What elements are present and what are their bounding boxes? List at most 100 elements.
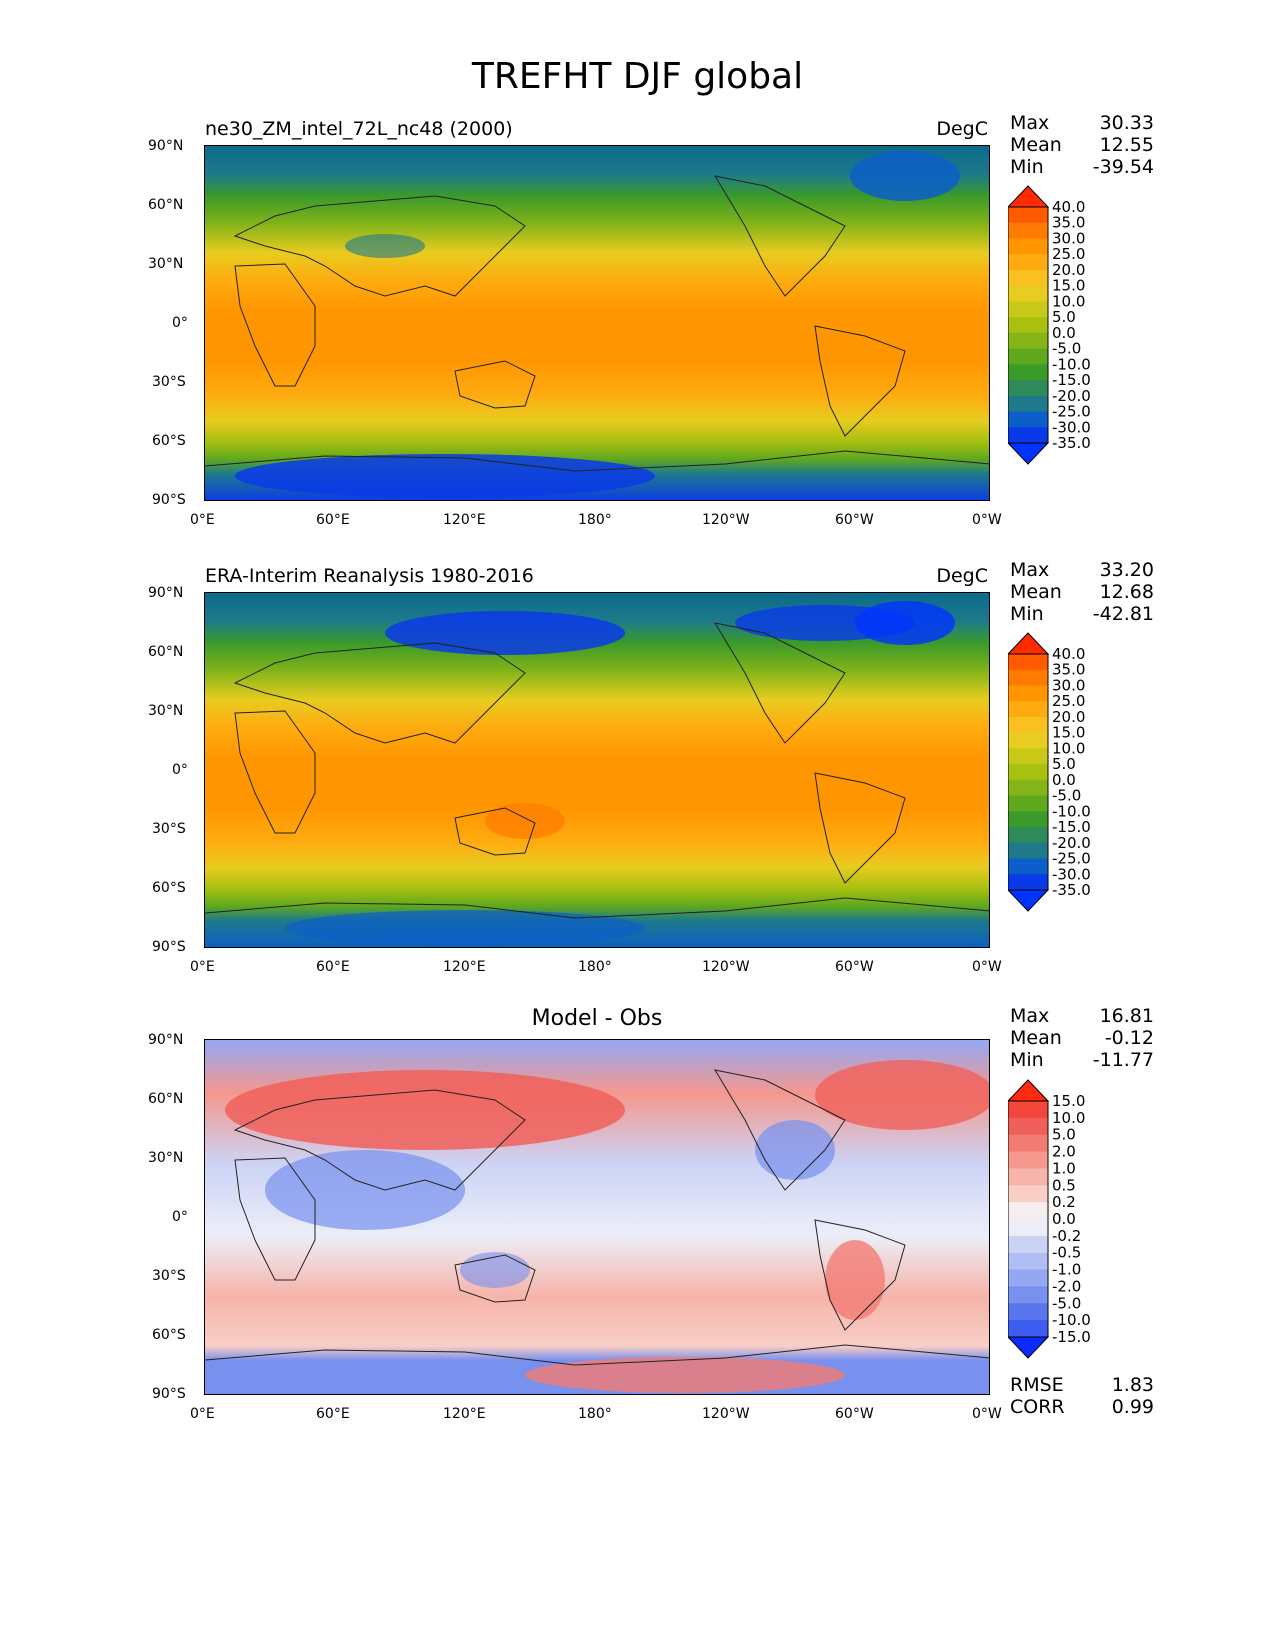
lon-tick: 60°E: [316, 959, 350, 975]
lat-tick: 30°S: [152, 821, 186, 837]
colorbar-segment: [1008, 795, 1048, 812]
panel-3-map: [204, 1039, 990, 1395]
colorbar-segment: [1008, 1252, 1048, 1271]
colorbar-tick-label: -10.0: [1052, 1311, 1091, 1329]
colorbar-tick-label: 10.0: [1052, 739, 1085, 757]
lat-tick: 0°: [172, 762, 188, 778]
colorbar-tick-label: -15.0: [1052, 371, 1091, 389]
colorbar-segment: [1008, 222, 1048, 239]
mean-label: Mean: [1010, 1027, 1062, 1049]
lat-tick: 30°N: [148, 703, 184, 719]
colorbar-tick-label: 35.0: [1052, 214, 1085, 232]
colorbar-tick-label: -2.0: [1052, 1277, 1081, 1295]
colorbar-tick-label: -25.0: [1052, 403, 1091, 421]
max-value: 16.81: [1099, 1005, 1154, 1027]
lon-tick: 120°W: [702, 959, 750, 975]
colorbar-tick-label: 10.0: [1052, 1109, 1085, 1127]
colorbar-tick-label: -5.0: [1052, 787, 1081, 805]
colorbar-tick-label: 1.0: [1052, 1159, 1076, 1177]
colorbar-segment: [1008, 1320, 1048, 1338]
colorbar-segment: [1008, 1269, 1048, 1287]
min-label: Min: [1010, 156, 1044, 178]
colorbar-tick-label: 15.0: [1052, 724, 1085, 742]
colorbar-segment: [1008, 1151, 1048, 1169]
colorbar-extend-min: [1006, 1336, 1050, 1359]
colorbar-tick-label: -1.0: [1052, 1261, 1081, 1279]
max-label: Max: [1010, 1005, 1050, 1027]
panel-1-title: ne30_ZM_intel_72L_nc48 (2000): [205, 118, 513, 140]
colorbar-tick-label: 25.0: [1052, 245, 1085, 263]
colorbar-segment: [1008, 348, 1048, 365]
max-value: 33.20: [1099, 559, 1154, 581]
colorbar-tick-label: -35.0: [1052, 881, 1091, 899]
colorbar-extend-min: [1006, 889, 1050, 912]
colorbar-tick-label: -15.0: [1052, 818, 1091, 836]
colorbar-tick-label: 0.5: [1052, 1176, 1076, 1194]
lat-tick: 60°S: [152, 433, 186, 449]
panel-1-stats: Max 30.33 Mean 12.55 Min -39.54: [1010, 112, 1154, 178]
panel-2-title: ERA-Interim Reanalysis 1980-2016: [205, 565, 534, 587]
colorbar-tick-label: -10.0: [1052, 355, 1091, 373]
panel-3-title: Model - Obs: [531, 1006, 663, 1031]
lon-tick: 0°E: [190, 512, 215, 528]
colorbar-segment: [1008, 701, 1048, 718]
corr-value: 0.99: [1111, 1396, 1154, 1418]
colorbar-segment: [1008, 1235, 1048, 1254]
colorbar-tick-label: -5.0: [1052, 340, 1081, 358]
panel-1-map: [204, 145, 990, 501]
lon-tick: 0°W: [972, 512, 1002, 528]
lon-tick: 180°: [578, 1406, 612, 1422]
mean-label: Mean: [1010, 134, 1062, 156]
colorbar-segment: [1008, 1101, 1048, 1119]
mean-value: 12.55: [1099, 134, 1154, 156]
colorbar-tick-label: 25.0: [1052, 692, 1085, 710]
colorbar-tick-label: 5.0: [1052, 1126, 1076, 1144]
rmse-value: 1.83: [1111, 1374, 1154, 1396]
lat-tick: 0°: [172, 1209, 188, 1225]
rmse-label: RMSE: [1010, 1374, 1064, 1396]
colorbar-tick-label: 0.0: [1052, 1210, 1076, 1228]
colorbar-segment: [1008, 669, 1048, 686]
colorbar-segment: [1008, 827, 1048, 844]
colorbar-segment: [1008, 748, 1048, 765]
colorbar-tick-label: -25.0: [1052, 850, 1091, 868]
colorbar-extend-max: [1006, 632, 1050, 655]
colorbar-segment: [1008, 427, 1048, 444]
colorbar-tick-label: 30.0: [1052, 229, 1085, 247]
lat-tick: 30°S: [152, 1268, 186, 1284]
colorbar-tick-label: 2.0: [1052, 1143, 1076, 1161]
lat-tick: 60°N: [148, 1091, 184, 1107]
panel-3-colorbar: 15.0 10.0 5.0 2.0 1.0 0.5 0.2 0.0 -0.2 -0.5 -1.0 -2…: [1006, 1079, 1138, 1365]
min-value: -11.77: [1092, 1049, 1154, 1071]
corr-label: CORR: [1010, 1396, 1065, 1418]
colorbar-extend-min: [1006, 442, 1050, 465]
colorbar-frame: [1007, 653, 1049, 891]
colorbar-segment: [1008, 811, 1048, 828]
colorbar-tick-label: -0.2: [1052, 1227, 1081, 1245]
colorbar-tick-label: 5.0: [1052, 755, 1076, 773]
colorbar-svg: 40.035.030.025.020.015.010.05.00.0-5.0-1…: [1006, 185, 1091, 465]
colorbar-tick-label: 15.0: [1052, 277, 1085, 295]
colorbar-segment: [1008, 395, 1048, 413]
colorbar-segment: [1008, 842, 1048, 860]
colorbar-tick-label: -20.0: [1052, 387, 1091, 405]
mean-value: -0.12: [1104, 1027, 1154, 1049]
lon-tick: 60°E: [316, 1406, 350, 1422]
colorbar-segment: [1008, 764, 1048, 781]
min-value: -39.54: [1092, 156, 1154, 178]
max-value: 30.33: [1099, 112, 1154, 134]
min-label: Min: [1010, 603, 1044, 625]
colorbar-svg: 15.010.05.02.01.00.50.20.0-0.2-0.5-1.0-2…: [1006, 1079, 1091, 1359]
lat-tick: 90°N: [148, 585, 184, 601]
colorbar-tick-label: -20.0: [1052, 834, 1091, 852]
colorbar-segment: [1008, 411, 1048, 428]
colorbar-tick-label: 10.0: [1052, 292, 1085, 310]
colorbar-segment: [1008, 269, 1048, 287]
colorbar-tick-label: 0.2: [1052, 1193, 1076, 1211]
lat-tick: 90°S: [152, 939, 186, 955]
colorbar-segment: [1008, 332, 1048, 350]
lat-tick: 30°N: [148, 1150, 184, 1166]
colorbar-tick-label: 35.0: [1052, 661, 1085, 679]
colorbar-tick-label: 20.0: [1052, 708, 1085, 726]
lon-tick: 60°W: [835, 1406, 874, 1422]
